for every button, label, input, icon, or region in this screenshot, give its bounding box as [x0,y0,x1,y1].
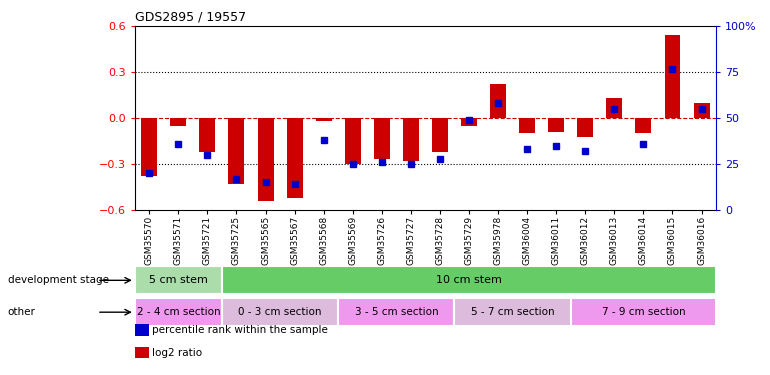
Bar [170,118,186,126]
Bar [141,118,157,176]
Bar [286,118,303,198]
Bar [461,118,477,126]
Text: GDS2895 / 19557: GDS2895 / 19557 [135,11,246,24]
Text: 0 - 3 cm section: 0 - 3 cm section [239,307,322,317]
Bar [454,298,571,326]
Bar [373,118,390,159]
Text: log2 ratio: log2 ratio [152,348,202,357]
Bar [345,118,361,164]
Text: 2 - 4 cm section: 2 - 4 cm section [136,307,220,317]
Bar [490,84,506,118]
Text: 10 cm stem: 10 cm stem [436,275,502,285]
Text: 5 cm stem: 5 cm stem [149,275,208,285]
Bar [694,103,710,118]
Bar [135,298,222,326]
Bar [257,118,273,201]
Bar [665,36,681,118]
Text: 5 - 7 cm section: 5 - 7 cm section [470,307,554,317]
Bar [229,118,245,184]
Bar [635,118,651,134]
Text: 7 - 9 cm section: 7 - 9 cm section [601,307,685,317]
Bar [135,266,222,294]
Text: development stage: development stage [8,275,109,285]
Bar [578,118,594,136]
Bar [199,118,216,152]
Bar [519,118,535,134]
Bar [338,298,454,326]
Bar [403,118,419,161]
Bar [316,118,332,121]
Bar [548,118,564,132]
Text: percentile rank within the sample: percentile rank within the sample [152,325,327,335]
Bar [571,298,716,326]
Text: other: other [8,307,35,317]
Text: 3 - 5 cm section: 3 - 5 cm section [354,307,438,317]
Bar [606,98,622,118]
Bar [222,266,716,294]
Bar [432,118,448,152]
Bar [222,298,338,326]
